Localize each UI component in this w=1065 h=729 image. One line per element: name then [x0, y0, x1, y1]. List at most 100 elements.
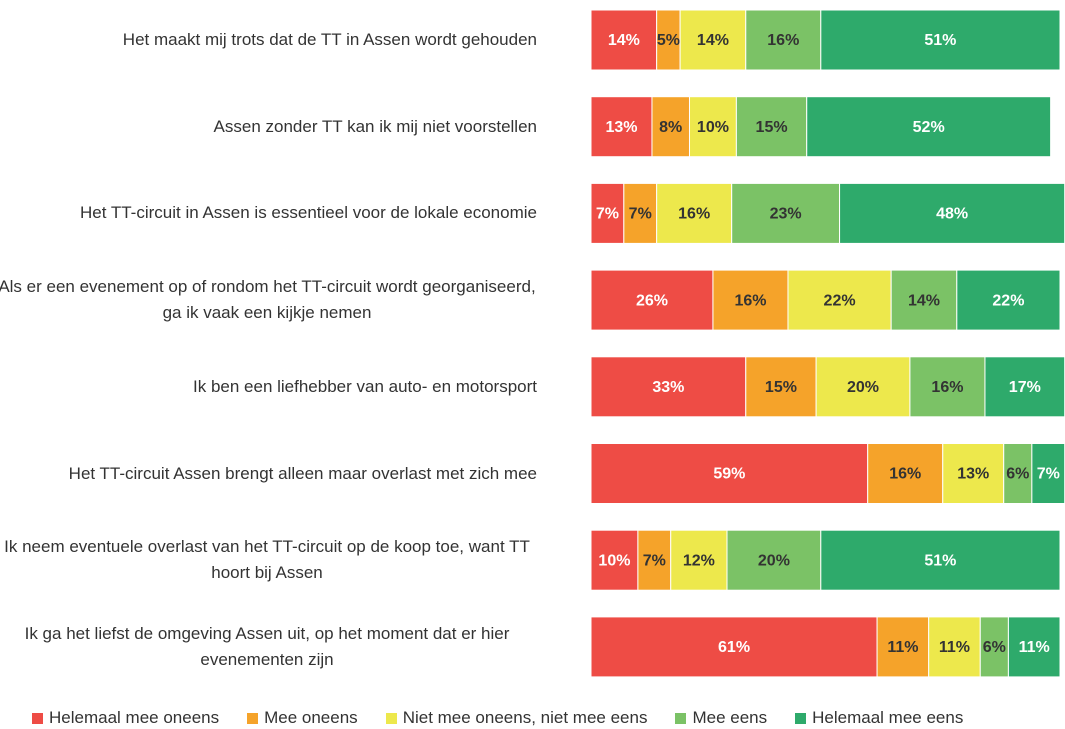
bar-segment	[712, 269, 789, 331]
category-label: Het TT-circuit in Assen is essentieel vo…	[0, 200, 537, 226]
bar-segment	[731, 182, 841, 244]
legend-label: Niet mee oneens, niet mee eens	[402, 708, 648, 727]
data-label: 7%	[629, 206, 652, 223]
category-text: Het maakt mij trots dat de TT in Assen w…	[122, 30, 537, 49]
legend-swatch	[32, 712, 43, 724]
data-label: 14%	[697, 32, 729, 49]
data-label: 16%	[734, 292, 766, 309]
legend-label: Helemaal mee oneens	[49, 708, 220, 727]
legend-item: Mee oneens	[247, 708, 358, 728]
data-label: 7%	[643, 552, 666, 569]
bar-segment	[623, 182, 658, 244]
bar-segment	[590, 96, 653, 158]
category-label: Als er een evenement op of rondom het TT…	[0, 274, 537, 326]
data-label: 7%	[1037, 466, 1060, 483]
bar-segment	[1031, 443, 1065, 504]
data-label: 11%	[1019, 639, 1050, 656]
data-label: 14%	[908, 292, 940, 309]
bar-segment	[928, 616, 981, 678]
legend-item: Helemaal mee oneens	[32, 708, 219, 728]
legend-label: Mee eens	[692, 708, 768, 727]
bar-segment	[979, 616, 1009, 678]
category-text: Als er een evenement op of rondom het TT…	[0, 277, 536, 323]
bar-segment	[1007, 616, 1061, 678]
bar-segment	[590, 356, 747, 418]
bar-segment	[806, 96, 1052, 158]
data-label: 8%	[659, 119, 682, 136]
data-label: 51%	[924, 32, 956, 49]
category-text: Assen zonder TT kan ik mij niet voorstel…	[213, 116, 537, 136]
bar-segment	[815, 356, 911, 418]
data-label: 23%	[770, 206, 802, 223]
legend-item: Mee eens	[675, 708, 767, 728]
data-label: 16%	[678, 206, 710, 223]
data-label: 20%	[847, 379, 879, 396]
data-label: 22%	[824, 292, 856, 309]
legend-item: Helemaal mee eens	[795, 708, 963, 728]
bar-segment	[745, 9, 822, 71]
bar-segment	[590, 9, 658, 71]
legend-swatch	[247, 712, 259, 724]
data-label: 61%	[718, 639, 750, 656]
bar-segment	[590, 182, 625, 244]
data-label: 20%	[758, 552, 790, 569]
bar-segment	[787, 269, 892, 331]
category-label: Het maakt mij trots dat de TT in Assen w…	[0, 27, 537, 53]
data-label: 10%	[598, 552, 630, 569]
bar-segment	[651, 96, 690, 158]
bar-segment	[590, 616, 878, 678]
bar-segment	[839, 182, 1065, 244]
bar-segment	[590, 443, 869, 504]
data-label: 48%	[936, 206, 968, 223]
bar-segment	[735, 96, 808, 158]
bar-segment	[726, 529, 822, 591]
bar-segment	[909, 356, 986, 418]
category-text: Ik ga het liefst de omgeving Assen uit, …	[24, 623, 510, 669]
data-label: 52%	[913, 119, 945, 136]
category-label: Ik ben een liefhebber van auto- en motor…	[0, 374, 537, 400]
legend-swatch	[675, 712, 687, 724]
category-label: Ik ga het liefst de omgeving Assen uit, …	[0, 621, 537, 673]
data-label: 15%	[765, 379, 797, 396]
bar-segment	[820, 529, 1061, 591]
data-label: 16%	[767, 32, 799, 49]
category-text: Het TT-circuit Assen brengt alleen maar …	[68, 463, 537, 483]
bar-segment	[590, 529, 639, 591]
data-label: 16%	[931, 379, 963, 396]
data-label: 11%	[939, 639, 970, 656]
data-label: 26%	[636, 292, 668, 309]
legend-label: Mee oneens	[264, 708, 358, 727]
bar-segment	[656, 182, 733, 244]
data-label: 22%	[992, 292, 1024, 309]
bar-segment	[956, 269, 1061, 331]
data-label: 13%	[605, 119, 637, 136]
bar-segment	[867, 443, 944, 504]
data-label: 17%	[1009, 379, 1041, 396]
category-label: Het TT-circuit Assen brengt alleen maar …	[0, 461, 537, 487]
category-label: Assen zonder TT kan ik mij niet voorstel…	[0, 114, 537, 140]
data-label: 12%	[683, 552, 715, 569]
bar-segment	[637, 529, 672, 591]
legend-item: Niet mee oneens, niet mee eens	[385, 708, 648, 728]
data-label: 10%	[697, 119, 729, 136]
bar-segment	[590, 269, 714, 331]
category-text: Het TT-circuit in Assen is essentieel vo…	[79, 203, 537, 223]
data-label: 6%	[983, 639, 1006, 656]
data-label: 14%	[608, 32, 640, 49]
bar-segment	[745, 356, 817, 418]
data-label: 59%	[713, 466, 745, 483]
legend-swatch	[795, 712, 807, 724]
bar-segment	[679, 9, 747, 71]
data-label: 15%	[756, 119, 788, 136]
data-label: 6%	[1006, 466, 1029, 483]
category-text: Ik ben een liefhebber van auto- en motor…	[193, 376, 537, 396]
data-label: 11%	[887, 639, 918, 656]
bar-segment	[984, 356, 1065, 418]
bar-segment	[890, 269, 958, 331]
data-label: 7%	[596, 206, 619, 223]
legend-swatch	[385, 712, 397, 724]
legend: Helemaal mee oneens Mee oneens Niet mee on…	[32, 708, 991, 728]
data-label: 33%	[652, 379, 684, 396]
